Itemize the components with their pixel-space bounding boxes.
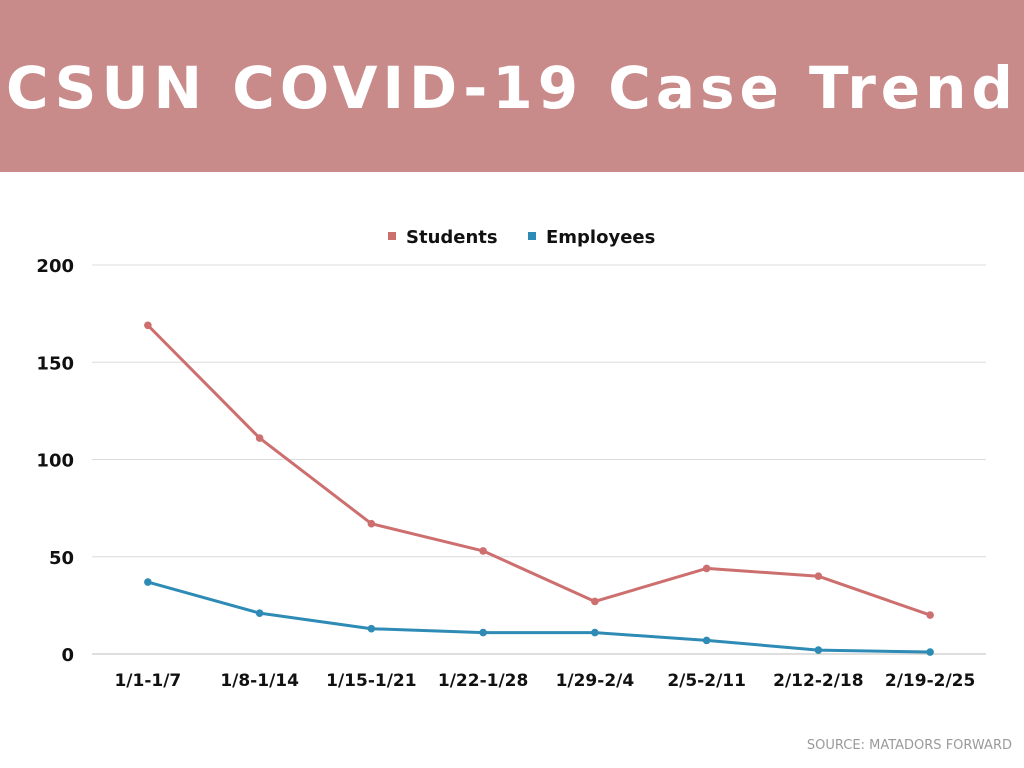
students-data-point (144, 321, 152, 330)
y-tick-label: 50 (49, 548, 74, 569)
source-note: SOURCE: MATADORS FORWARD (806, 738, 1012, 753)
legend-marker-employees (528, 232, 536, 240)
y-tick-label: 100 (36, 451, 74, 472)
students-series-line (146, 324, 931, 617)
employees-data-point (814, 646, 823, 654)
title-banner: CSUN COVID-19 Case Trend (0, 0, 1024, 172)
x-tick-label: 1/22-1/28 (438, 671, 528, 691)
employees-data-point (926, 648, 934, 656)
legend-marker-students (388, 232, 396, 240)
students-data-point (926, 611, 934, 619)
y-tick-label: 150 (36, 353, 74, 374)
y-tick-label: 200 (36, 256, 74, 277)
line-chart: 0 50 100 150 200 1/1-1/7 1/8-1/14 1/15-1/21 1/22… (36, 227, 986, 691)
x-tick-label: 1/8-1/14 (220, 671, 299, 691)
students-data-point (591, 597, 599, 606)
x-tick-label: 2/12-2/18 (773, 671, 863, 691)
employees-data-point (591, 628, 599, 637)
x-tick-label: 1/15-1/21 (326, 671, 416, 691)
employees-data-point (144, 578, 152, 586)
x-tick-label: 1/29-2/4 (556, 671, 635, 691)
employees-data-point (702, 636, 711, 645)
employees-data-point (367, 624, 376, 633)
employees-data-point (479, 628, 487, 637)
x-tick-label: 1/1-1/7 (114, 671, 181, 691)
x-tick-label: 2/5-2/11 (667, 671, 746, 691)
employees-data-point (255, 609, 264, 617)
students-data-point (479, 547, 487, 555)
students-data-point (814, 572, 823, 580)
students-data-point (367, 519, 376, 528)
x-tick-label: 2/19-2/25 (885, 671, 975, 691)
page-title: CSUN COVID-19 Case Trend (6, 54, 1018, 122)
y-tick-label: 0 (61, 645, 74, 666)
students-data-point (255, 434, 264, 442)
legend-label-students: Students (406, 227, 498, 248)
students-data-point (702, 564, 711, 573)
employees-series-line (147, 580, 931, 654)
legend-label-employees: Employees (546, 227, 655, 248)
